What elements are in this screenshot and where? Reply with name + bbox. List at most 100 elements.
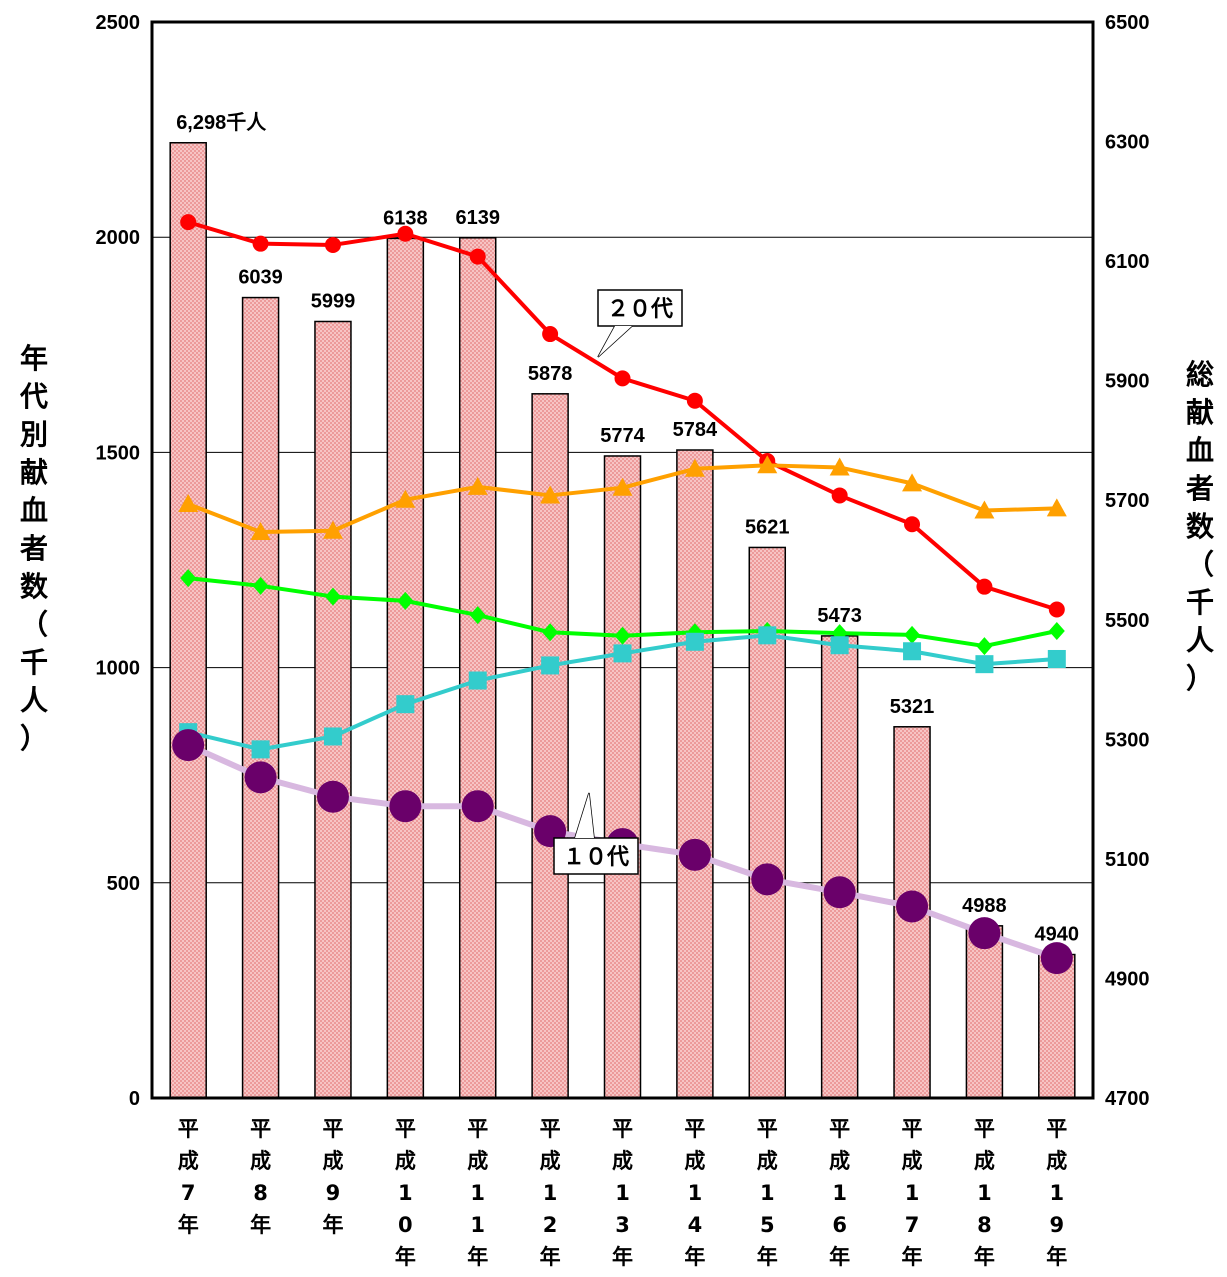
x-tick-label: 平成 1 4 年 (684, 1117, 705, 1269)
axis-title-char: 血 (1186, 434, 1214, 467)
x-tick-char: 成 (829, 1149, 850, 1173)
marker-point (758, 626, 777, 645)
marker-point (397, 225, 414, 242)
marker-point (903, 642, 922, 661)
marker-point (1048, 622, 1065, 641)
callout-pointer-fill (598, 326, 632, 357)
x-tick-char: 年 (467, 1245, 488, 1269)
x-tick-char: 平 (757, 1117, 778, 1141)
marker-point (976, 637, 993, 656)
bar (314, 320, 352, 1099)
marker-point (322, 520, 343, 539)
series-s50 (179, 626, 1066, 759)
axis-title-char: ） (20, 722, 48, 755)
marker-point (324, 587, 341, 606)
marker-point (1040, 942, 1073, 975)
series-s10 (172, 729, 1073, 975)
bar-data-label: 6138 (383, 207, 428, 229)
x-tick-label: 平成 1 5 年 (757, 1117, 778, 1269)
marker-point (612, 477, 633, 496)
callout-box (597, 289, 683, 327)
bar-data-label: 5774 (600, 425, 645, 447)
x-tick-label: 平成 1 0 年 (395, 1117, 416, 1269)
y-right-tick-label: 6300 (1105, 132, 1150, 154)
x-tick-char: 年 (902, 1245, 923, 1269)
marker-point (250, 522, 271, 541)
y-left-tick-label: 0 (129, 1088, 140, 1110)
axis-title-char: 代 (19, 380, 48, 413)
marker-point (251, 740, 270, 759)
x-tick-char: 成 (902, 1149, 923, 1173)
series-s30 (178, 455, 1067, 541)
x-tick-char: 年 (757, 1245, 778, 1269)
bar-data-label: 6,298千人 (176, 111, 267, 134)
bar (169, 142, 207, 1099)
bar (458, 237, 497, 1099)
y-right-tick-label: 4700 (1105, 1088, 1150, 1110)
y-left-tick-label: 500 (107, 873, 140, 895)
x-tick-label: 平成 7 年 (178, 1117, 199, 1237)
x-tick-char: 1 (470, 1181, 485, 1205)
bar-data-label: 6039 (238, 267, 283, 289)
x-tick-char: 成 (612, 1149, 633, 1173)
marker-point (904, 516, 921, 533)
x-tick-char: 平 (178, 1117, 199, 1141)
x-tick-label: 平成 9 年 (322, 1117, 343, 1237)
marker-point (684, 458, 705, 477)
y-right-tick-label: 6100 (1105, 251, 1150, 273)
x-tick-char: 年 (250, 1213, 271, 1237)
marker-point (975, 655, 994, 674)
axis-title-char: 総 (1186, 358, 1214, 391)
y-right-tick-label: 6500 (1105, 12, 1150, 34)
x-tick-char: 2 (543, 1213, 558, 1237)
marker-point (1048, 601, 1065, 618)
marker-point (968, 917, 1001, 950)
marker-point (974, 500, 995, 519)
x-tick-char: 平 (467, 1117, 488, 1141)
x-tick-char: 年 (974, 1245, 995, 1269)
marker-point (180, 569, 197, 588)
right-axis-ticks: 4700 4900 5100 5300 5500 5700 5900 6100 6300 6500 (1105, 12, 1150, 1110)
x-tick-char: 4 (688, 1213, 703, 1237)
axis-title-char: （ (20, 608, 48, 641)
bar-data-label: 4940 (1035, 924, 1080, 946)
marker-point (614, 626, 631, 645)
x-tick-char: 8 (253, 1181, 268, 1205)
bar-series-total (169, 142, 1076, 1099)
bar-data-label: 4988 (962, 895, 1007, 917)
axis-title-char: 人 (20, 684, 48, 717)
marker-point (540, 485, 561, 504)
x-tick-label: 平成 1 7 年 (902, 1117, 923, 1269)
x-tick-char: 平 (974, 1117, 995, 1141)
marker-point (323, 727, 342, 746)
axis-title-char: 千 (20, 646, 48, 679)
y-right-tick-label: 5100 (1105, 849, 1150, 871)
axis-title-char: 数 (1186, 510, 1215, 543)
marker-point (252, 235, 269, 252)
x-tick-char: 5 (760, 1213, 775, 1237)
y-left-tick-label: 1500 (96, 442, 141, 464)
marker-point (686, 392, 703, 409)
marker-point (831, 487, 848, 504)
series-s20 (180, 214, 1065, 618)
axis-title-char: 者 (1186, 472, 1214, 505)
marker-point (823, 876, 856, 909)
y-right-tick-label: 5500 (1105, 610, 1150, 632)
axis-title-char: 献 (20, 456, 48, 489)
bar-data-label: 5321 (890, 696, 935, 718)
marker-point (678, 838, 711, 871)
bar-data-labels: 6,298千人 6039 5999 6138 6139 5878 5774 5784 5621 5… (176, 111, 1079, 946)
marker-point (172, 729, 205, 762)
axis-title-char: 血 (20, 494, 48, 527)
marker-point (316, 780, 349, 813)
x-tick-char: 成 (540, 1149, 561, 1173)
x-tick-char: 年 (1046, 1245, 1067, 1269)
x-tick-char: 年 (322, 1213, 343, 1237)
plot-frame (150, 20, 1095, 1100)
bar-data-label: 5621 (745, 516, 790, 538)
bar (531, 393, 569, 1099)
marker-point (469, 606, 486, 625)
x-tick-char: 年 (540, 1245, 561, 1269)
